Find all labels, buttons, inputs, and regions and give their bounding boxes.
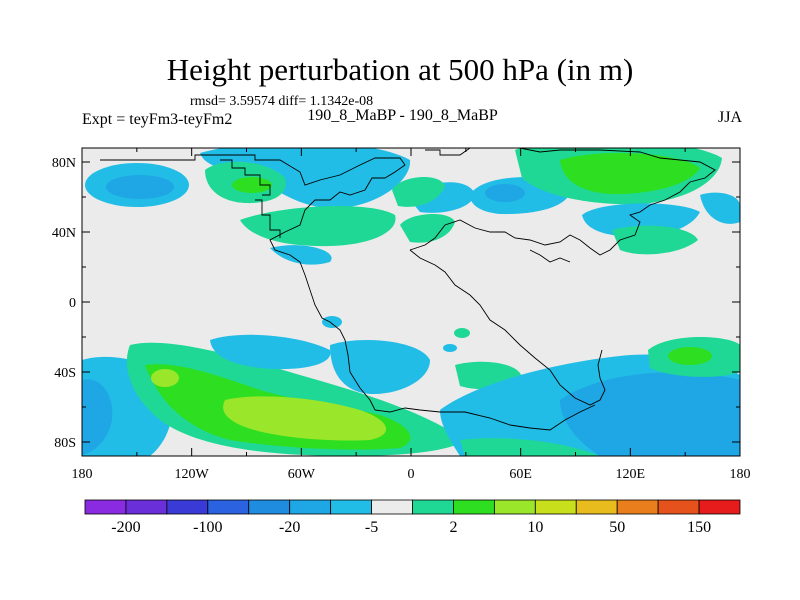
- x-tick-label: 180: [72, 467, 93, 482]
- y-tick-label: 40N: [52, 226, 76, 241]
- colorbar-swatch: [616, 499, 659, 515]
- anomaly-negative: [485, 184, 525, 202]
- colorbar-swatch: [412, 499, 454, 515]
- colorbar-swatch: [575, 499, 618, 515]
- colorbar-swatch: [493, 499, 536, 515]
- coastlines: [100, 148, 716, 431]
- colorbar-swatch: [125, 499, 168, 515]
- contour-field: [82, 148, 740, 456]
- colorbar-swatch: [453, 499, 495, 515]
- anomaly-negative: [270, 245, 332, 265]
- colorbar-swatch: [534, 499, 577, 515]
- anomaly-positive: [240, 205, 396, 247]
- anomaly-positive: [454, 328, 470, 338]
- colorbar-label: 50: [609, 519, 625, 536]
- colorbar-swatch: [657, 499, 700, 515]
- anomaly-negative: [200, 148, 411, 209]
- x-tick-label: 0: [408, 467, 415, 482]
- x-tick-label: 60W: [288, 467, 316, 482]
- anomaly-negative: [700, 192, 740, 224]
- colorbar-label: -5: [365, 519, 378, 536]
- colorbar: -200 -100 -20 -5 2 10 50 150: [84, 499, 741, 536]
- anomaly-positive: [560, 153, 700, 195]
- colorbar-swatch: [698, 499, 741, 515]
- x-tick-label: 120W: [175, 467, 210, 482]
- anomaly-positive: [612, 225, 698, 255]
- anomaly-positive: [460, 438, 600, 456]
- colorbar-label: -100: [193, 519, 222, 536]
- y-tick-label: 80S: [54, 436, 76, 451]
- y-tick-label: 0: [69, 296, 76, 311]
- colorbar-swatch: [330, 499, 372, 515]
- colorbar-label: -200: [111, 519, 140, 536]
- x-tick-label: 120E: [616, 467, 646, 482]
- anomaly-positive: [400, 214, 455, 243]
- coastline: [255, 199, 281, 238]
- case-label: 190_8_MaBP - 190_8_MaBP: [307, 107, 498, 124]
- experiment-label: Expt = teyFm3-teyFm2: [82, 111, 233, 128]
- anomaly-negative: [322, 316, 342, 328]
- axes: 80N 40N 0 40S 80S 180 120W 60W 0 60E 120E 180: [52, 148, 751, 482]
- colorbar-swatch: [166, 499, 209, 515]
- anomaly-negative: [210, 334, 331, 370]
- x-tick-label: 180: [730, 467, 751, 482]
- colorbar-label: 10: [527, 519, 543, 536]
- colorbar-swatch: [207, 499, 250, 515]
- anomaly-negative: [82, 379, 113, 455]
- coastline: [100, 154, 406, 411]
- colorbar-swatch: [289, 499, 332, 515]
- anomaly-negative: [106, 175, 174, 199]
- anomaly-negative: [443, 344, 457, 352]
- map-title: Height perturbation at 500 hPa (in m): [166, 52, 634, 87]
- stats-label: rmsd= 3.59574 diff= 1.1342e-08: [190, 94, 374, 109]
- x-tick-label: 60E: [509, 467, 532, 482]
- anomaly-negative: [560, 372, 740, 456]
- coastline: [529, 249, 571, 263]
- anomaly-positive: [232, 177, 272, 193]
- season-label: JJA: [717, 109, 742, 126]
- colorbar-label: -20: [279, 519, 300, 536]
- coastline: [409, 249, 606, 406]
- colorbar-label: 150: [687, 519, 711, 536]
- coastline: [220, 159, 271, 196]
- coastline: [409, 148, 716, 256]
- colorbar-swatch: [248, 499, 291, 515]
- anomaly-positive: [223, 396, 387, 441]
- anomaly-positive: [392, 176, 445, 207]
- anomaly-positive: [151, 369, 179, 387]
- y-tick-label: 40S: [54, 366, 76, 381]
- anomaly-positive: [668, 347, 712, 365]
- colorbar-swatch: [84, 499, 127, 515]
- colorbar-label: 2: [449, 519, 457, 536]
- y-tick-label: 80N: [52, 156, 76, 171]
- coastline: [374, 404, 596, 431]
- colorbar-swatch: [371, 499, 413, 515]
